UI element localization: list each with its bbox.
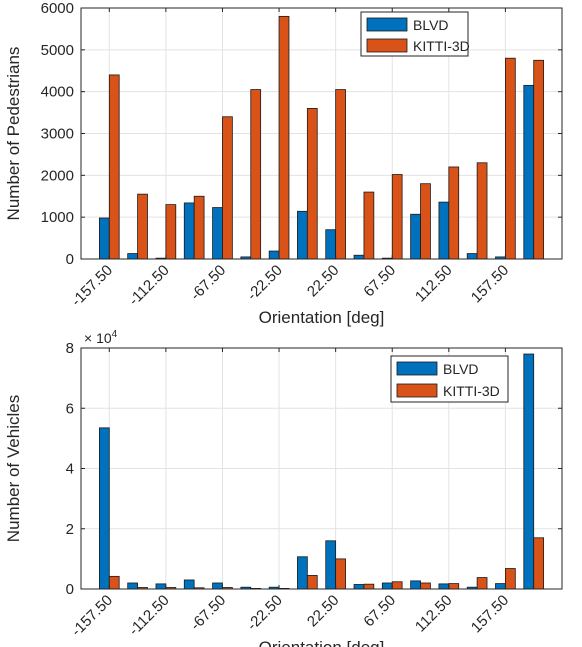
bar-kitti-3d xyxy=(448,166,460,260)
x-tick-label: 22.50 xyxy=(304,262,343,301)
bar-blvd xyxy=(98,427,110,590)
bar-blvd xyxy=(495,583,506,590)
bar-kitti-3d xyxy=(391,581,403,590)
bar-kitti-3d xyxy=(335,558,346,590)
x-axis-label: Orientation [deg] xyxy=(259,638,385,647)
y-tick-label: 4000 xyxy=(41,84,74,101)
bar-blvd xyxy=(212,207,223,260)
bar-kitti-3d xyxy=(193,195,205,260)
x-tick-label: -67.50 xyxy=(187,592,229,634)
bar-kitti-3d xyxy=(137,193,148,260)
x-tick-label: -112.50 xyxy=(126,262,173,309)
bar-blvd xyxy=(438,201,450,260)
x-tick-label: -22.50 xyxy=(244,262,286,304)
bar-blvd xyxy=(155,583,167,590)
x-tick-label: -157.50 xyxy=(68,262,116,310)
bar-blvd xyxy=(353,254,365,260)
legend-swatch xyxy=(366,38,408,53)
bar-blvd xyxy=(410,580,421,590)
bar-blvd xyxy=(410,213,421,260)
x-tick-label: 22.50 xyxy=(304,592,343,631)
bar-blvd xyxy=(183,579,195,590)
bar-kitti-3d xyxy=(278,15,290,260)
bar-blvd xyxy=(325,540,337,590)
bar-kitti-3d xyxy=(533,59,545,260)
bar-blvd xyxy=(183,202,195,260)
x-tick-label: 157.50 xyxy=(468,592,512,636)
bar-blvd xyxy=(127,253,138,260)
legend-label: KITTI-3D xyxy=(443,383,500,399)
x-tick-label: -157.50 xyxy=(68,592,116,640)
bar-blvd xyxy=(523,353,535,590)
bar-kitti-3d xyxy=(306,108,318,260)
legend-swatch xyxy=(396,383,438,398)
x-tick-label: 67.50 xyxy=(360,262,399,301)
bar-blvd xyxy=(268,250,280,260)
y-tick-label: 6000 xyxy=(41,0,74,17)
bar-kitti-3d xyxy=(476,162,488,260)
bar-blvd xyxy=(523,84,535,260)
bar-blvd xyxy=(325,229,337,260)
y-exponent-label: × 104 xyxy=(84,329,118,346)
vehicle-chart: 0 2 4 6 8 -157.50 -112.50 -67.50 -22.50 22.50 67.5… xyxy=(4,329,563,647)
bar-kitti-3d xyxy=(533,537,545,590)
bar-blvd xyxy=(98,217,110,260)
legend-label: BLVD xyxy=(443,361,479,377)
bar-blvd xyxy=(438,583,450,590)
x-tick-label: 157.50 xyxy=(468,262,512,306)
legend: BLVD KITTI-3D xyxy=(390,355,509,403)
bar-kitti-3d xyxy=(476,577,488,590)
bar-blvd xyxy=(297,210,308,260)
bar-kitti-3d xyxy=(250,89,262,260)
bar-kitti-3d xyxy=(448,583,460,590)
bar-kitti-3d xyxy=(420,183,431,260)
y-axis-label: Number of Vehicles xyxy=(4,395,23,542)
y-tick-label: 0 xyxy=(66,581,74,598)
y-tick-label: 6 xyxy=(66,400,74,417)
bar-kitti-3d xyxy=(420,582,431,590)
bar-kitti-3d xyxy=(505,57,516,260)
y-tick-label: 5000 xyxy=(41,42,74,59)
bar-kitti-3d xyxy=(108,74,120,260)
bar-blvd xyxy=(466,253,478,260)
x-tick-label: 67.50 xyxy=(360,592,399,631)
legend-label: BLVD xyxy=(413,17,449,33)
y-tick-label: 1000 xyxy=(41,209,74,226)
bar-blvd xyxy=(212,582,223,590)
y-tick-label: 2 xyxy=(66,521,74,538)
legend-label: KITTI-3D xyxy=(413,38,470,54)
y-tick-label: 2000 xyxy=(41,167,74,184)
bar-kitti-3d xyxy=(165,204,177,260)
x-tick-label: -112.50 xyxy=(126,592,173,639)
bar-kitti-3d xyxy=(391,174,403,260)
bar-kitti-3d xyxy=(335,89,346,260)
x-axis-label: Orientation [deg] xyxy=(259,308,385,327)
bar-kitti-3d xyxy=(505,568,516,590)
legend-swatch xyxy=(366,17,408,32)
x-tick-label: -67.50 xyxy=(187,262,229,304)
bar-blvd xyxy=(297,556,308,590)
bar-blvd xyxy=(381,582,393,590)
x-tick-label: 112.50 xyxy=(412,592,456,636)
y-tick-label: 3000 xyxy=(41,126,74,143)
bar-kitti-3d xyxy=(222,116,233,260)
bar-kitti-3d xyxy=(108,575,120,590)
bar-blvd xyxy=(353,584,365,590)
bar-kitti-3d xyxy=(363,191,375,260)
bar-kitti-3d xyxy=(363,583,375,590)
y-tick-label: 4 xyxy=(66,461,74,478)
legend-swatch xyxy=(396,361,438,376)
y-tick-label: 8 xyxy=(66,340,74,357)
bar-kitti-3d xyxy=(306,575,318,590)
y-tick-label: 0 xyxy=(66,251,74,268)
y-axis-label: Number of Pedestrians xyxy=(4,47,23,221)
legend: BLVD KITTI-3D xyxy=(360,11,470,57)
bar-blvd xyxy=(127,582,138,590)
x-tick-label: -22.50 xyxy=(244,592,286,634)
x-tick-label: 112.50 xyxy=(412,262,456,306)
